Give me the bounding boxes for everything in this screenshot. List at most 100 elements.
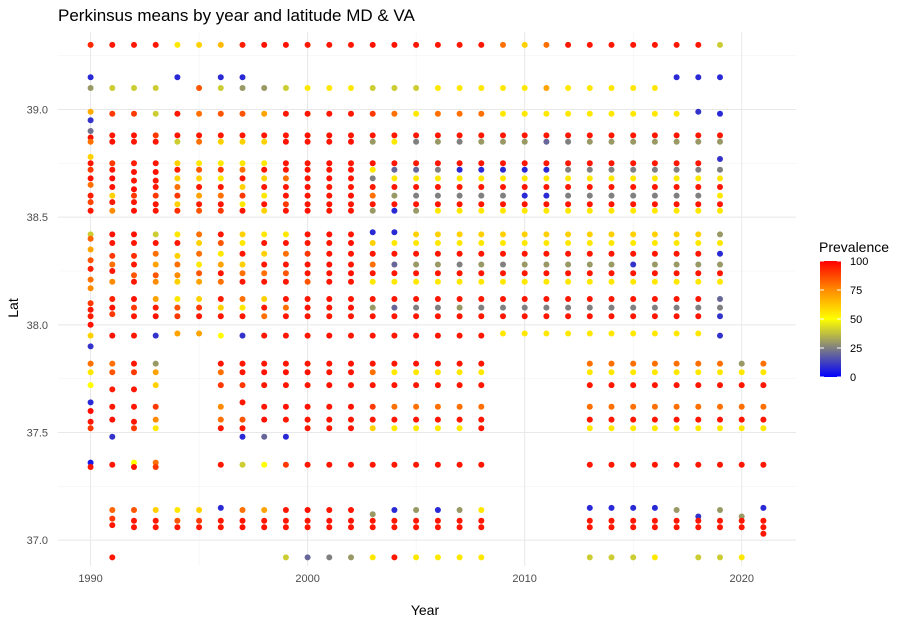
data-point	[282, 192, 289, 199]
data-point	[456, 175, 463, 182]
data-point	[456, 507, 463, 513]
data-point	[261, 382, 268, 389]
data-point	[478, 517, 485, 524]
data-point	[695, 41, 702, 48]
data-point	[478, 313, 485, 320]
data-point	[109, 268, 116, 274]
y-tick-label: 39.0	[27, 105, 48, 117]
data-point	[673, 240, 680, 246]
data-point	[543, 270, 550, 277]
data-point	[456, 184, 463, 190]
data-point	[673, 304, 680, 311]
data-point	[152, 304, 159, 311]
data-point	[565, 110, 572, 117]
data-point	[586, 261, 593, 268]
data-point	[673, 425, 680, 432]
data-point	[239, 369, 246, 376]
data-point	[500, 192, 506, 199]
data-point	[87, 285, 94, 292]
data-point	[369, 175, 376, 182]
data-point	[369, 166, 376, 173]
data-point	[348, 332, 354, 339]
data-point	[87, 153, 94, 160]
data-point	[586, 207, 593, 214]
data-point	[717, 425, 723, 432]
data-point	[651, 192, 658, 199]
data-point	[673, 270, 680, 277]
data-point	[651, 313, 658, 320]
data-point	[217, 425, 224, 432]
data-point	[565, 160, 572, 167]
data-point	[434, 166, 441, 173]
data-point	[543, 250, 550, 257]
data-point	[87, 257, 94, 264]
data-point	[695, 382, 702, 389]
data-point	[478, 160, 485, 167]
data-point	[673, 184, 680, 190]
data-point	[673, 360, 680, 367]
data-point	[651, 41, 658, 48]
data-point	[478, 138, 485, 145]
data-point	[608, 110, 615, 117]
data-point	[326, 201, 333, 208]
data-point	[478, 85, 485, 91]
data-point	[348, 517, 354, 524]
data-point	[109, 296, 116, 302]
data-point	[304, 85, 311, 91]
data-point	[282, 332, 289, 339]
data-point	[261, 41, 268, 48]
data-point	[413, 507, 420, 513]
data-point	[391, 382, 398, 389]
data-point	[131, 110, 137, 117]
data-point	[282, 433, 289, 440]
data-point	[87, 382, 94, 389]
data-point	[152, 507, 159, 513]
data-point	[131, 186, 137, 193]
data-point	[695, 330, 702, 337]
data-point	[369, 192, 376, 199]
data-point	[326, 240, 333, 246]
data-point	[413, 304, 420, 311]
data-point	[478, 403, 485, 410]
data-point	[87, 399, 94, 406]
data-point	[738, 513, 745, 520]
data-point	[630, 369, 637, 376]
data-point	[543, 296, 550, 302]
data-point	[196, 330, 203, 337]
data-point	[543, 160, 550, 167]
data-point	[391, 313, 398, 320]
data-point	[326, 184, 333, 190]
data-point	[131, 278, 137, 285]
data-point	[586, 41, 593, 48]
data-point	[413, 461, 420, 468]
data-point	[326, 554, 333, 561]
data-point	[196, 207, 203, 214]
data-point	[87, 265, 94, 272]
data-point	[695, 74, 702, 81]
data-point	[717, 132, 723, 139]
data-point	[152, 360, 159, 367]
data-point	[174, 160, 181, 167]
data-point	[434, 41, 441, 48]
data-point	[369, 517, 376, 524]
data-point	[348, 554, 354, 561]
data-point	[413, 554, 420, 561]
data-point	[109, 199, 116, 206]
data-point	[543, 304, 550, 311]
data-point	[131, 177, 137, 184]
data-point	[326, 461, 333, 468]
data-point	[131, 517, 137, 524]
data-point	[391, 461, 398, 468]
data-point	[456, 369, 463, 376]
data-point	[304, 403, 311, 410]
data-point	[521, 192, 528, 199]
data-point	[651, 330, 658, 337]
data-point	[413, 138, 420, 145]
data-point	[500, 201, 506, 208]
data-point	[196, 132, 203, 139]
data-point	[738, 416, 745, 423]
data-point	[565, 270, 572, 277]
data-point	[282, 201, 289, 208]
data-point	[152, 403, 159, 410]
data-point	[326, 250, 333, 257]
